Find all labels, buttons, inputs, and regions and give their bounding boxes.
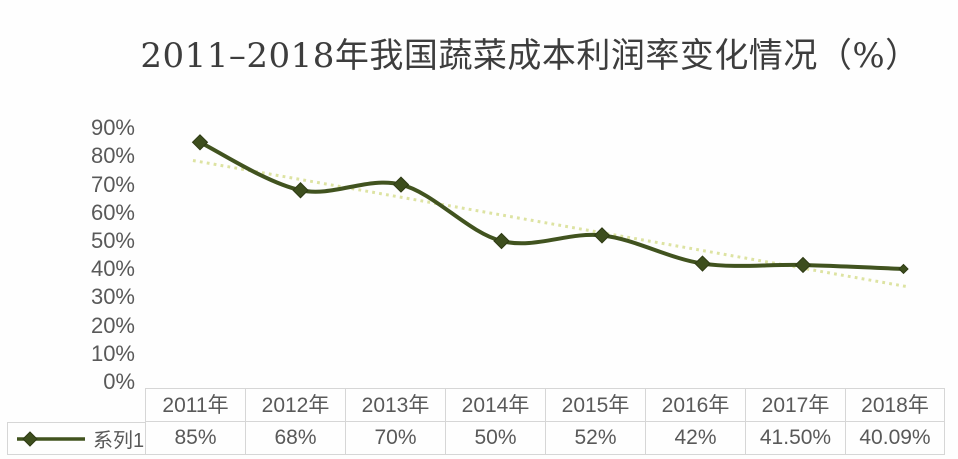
- y-axis-tick-label: 90%: [90, 115, 135, 141]
- y-axis-tick-label: 0%: [103, 369, 135, 394]
- table-header-cell: 2014年: [445, 388, 545, 422]
- table-value-cell: 85%: [145, 422, 245, 455]
- table-corner-cell: [0, 388, 145, 422]
- legend-cell: 系列1: [7, 422, 145, 455]
- table-value-cell: 40.09%: [845, 422, 945, 455]
- data-point-marker: [898, 263, 909, 275]
- table-header-cell: 2013年: [345, 388, 445, 422]
- data-point-marker: [292, 182, 309, 199]
- table-value-cell: 41.50%: [745, 422, 845, 455]
- trendline: [192, 159, 910, 289]
- chart-title: 2011–2018年我国蔬菜成本利润率变化情况（%）: [140, 36, 920, 76]
- table-value-cell: 50%: [445, 422, 545, 455]
- y-axis-tick-label: 20%: [90, 312, 135, 338]
- table-header-cell: 2011年: [145, 388, 245, 422]
- table-header-cell: 2015年: [545, 388, 645, 422]
- y-axis-tick-label: 80%: [90, 143, 135, 169]
- series-line: [198, 140, 906, 271]
- table-value-cell: 68%: [245, 422, 345, 455]
- table-header-cell: 2017年: [745, 388, 845, 422]
- y-axis-tick-label: 60%: [90, 199, 135, 225]
- data-table: 2011年 2012年 2013年 2014年 2015年 2016年 2017年 2018年…: [0, 388, 945, 455]
- table-value-cell: 70%: [345, 422, 445, 455]
- y-axis-tick-label: 10%: [90, 340, 135, 366]
- table-value-cell: 42%: [645, 422, 745, 455]
- y-axis-tick-label: 50%: [90, 228, 135, 253]
- legend-series-label: 系列1: [93, 430, 145, 452]
- data-point-marker: [694, 255, 711, 272]
- y-axis-tick-label: 40%: [90, 256, 135, 282]
- y-axis-tick-label: 70%: [90, 171, 135, 197]
- table-header-cell: 2018年: [845, 388, 945, 422]
- table-value-cell: 52%: [545, 422, 645, 455]
- data-point-marker: [593, 227, 611, 244]
- legend-key-icon: [17, 430, 85, 447]
- data-point-marker: [794, 256, 812, 274]
- data-point-marker: [191, 134, 209, 151]
- table-header-cell: 2012年: [245, 388, 345, 422]
- data-point-marker: [392, 176, 410, 193]
- data-point-marker: [493, 232, 510, 250]
- y-axis-tick-label: 30%: [90, 284, 135, 310]
- table-header-cell: 2016年: [645, 388, 745, 422]
